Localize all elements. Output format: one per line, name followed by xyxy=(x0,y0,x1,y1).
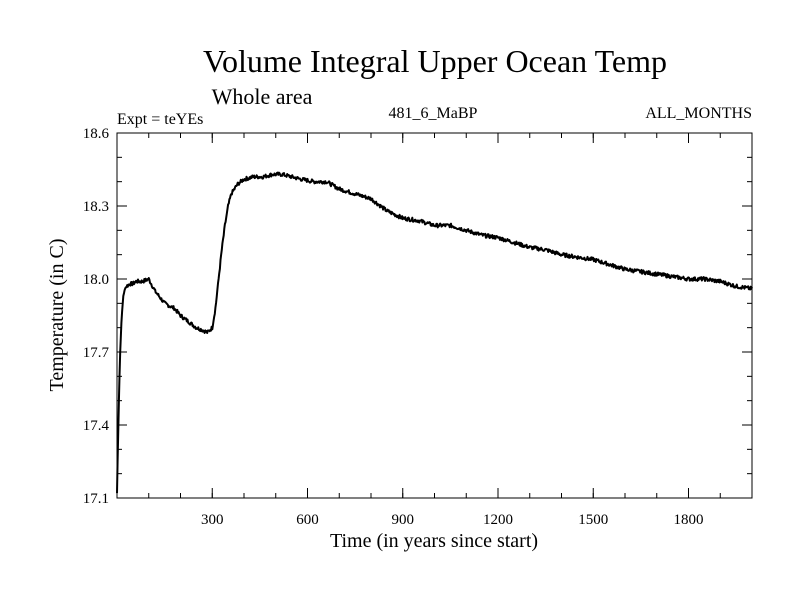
y-tick-label: 18.0 xyxy=(83,272,109,288)
x-tick-label: 900 xyxy=(392,512,415,528)
x-tick-label: 600 xyxy=(296,512,319,528)
run-label: 481_6_MaBP xyxy=(389,105,478,122)
series-line xyxy=(116,171,753,494)
x-axis-label: Time (in years since start) xyxy=(330,530,538,552)
plot-frame xyxy=(116,132,753,499)
tick-labels: 300 600 900 1200 1500 1800 17.1 17.4 17.7 18.0 18.… xyxy=(83,126,704,528)
y-tick-label: 18.6 xyxy=(83,126,110,142)
x-tick-label: 1800 xyxy=(674,512,704,528)
y-axis-label: Temperature (in C) xyxy=(46,239,68,392)
x-tick-label: 1200 xyxy=(483,512,513,528)
y-tick-label: 18.3 xyxy=(83,199,109,215)
y-tick-label: 17.4 xyxy=(83,418,110,434)
experiment-label: Expt = teYEs xyxy=(117,111,203,128)
period-label: ALL_MONTHS xyxy=(645,105,752,122)
y-tick-label: 17.7 xyxy=(83,345,110,361)
x-tick-label: 300 xyxy=(201,512,224,528)
y-tick-label: 17.1 xyxy=(83,491,109,507)
chart-subtitle: Whole area xyxy=(212,84,313,109)
axis-ticks xyxy=(117,132,752,499)
chart-title: Volume Integral Upper Ocean Temp xyxy=(203,43,667,79)
x-tick-label: 1500 xyxy=(578,512,608,528)
